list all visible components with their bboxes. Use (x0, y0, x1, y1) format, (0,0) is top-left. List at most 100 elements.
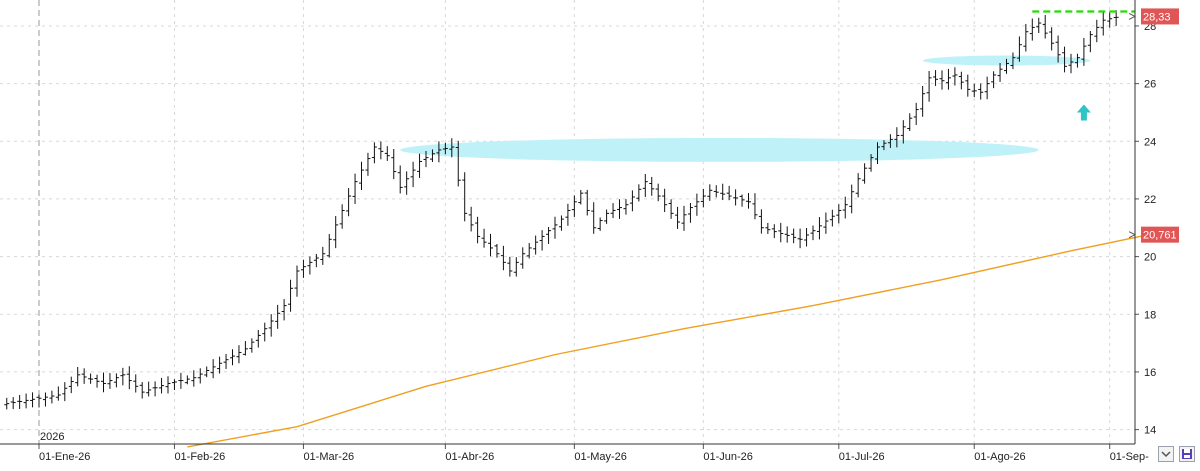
ohlc-bar (171, 379, 177, 390)
ohlc-bar (1094, 19, 1100, 43)
x-tick-label: 01-Ene-26 (39, 451, 90, 463)
ohlc-bar (384, 146, 390, 161)
ohlc-bar (623, 199, 629, 215)
ohlc-bar (494, 243, 500, 258)
ohlc-bar (410, 161, 416, 188)
ohlc-bar (707, 184, 713, 201)
ohlc-bar (1029, 18, 1035, 41)
ohlc-bar (875, 142, 880, 165)
ohlc-bar (565, 203, 571, 226)
support-resistance-zones (400, 55, 1091, 162)
ohlc-bar (320, 246, 326, 265)
ohlc-bar (804, 228, 810, 247)
ohlc-bar (352, 173, 358, 205)
ohlc-bar (539, 230, 545, 251)
ohlc-bar (597, 217, 603, 231)
year-label: 2026 (40, 431, 64, 443)
last-price-tag: 28,33 (1141, 8, 1179, 25)
up-arrow-icon (1076, 104, 1091, 121)
x-tick-label: 01-Jul-26 (839, 451, 885, 463)
annotations (1032, 10, 1136, 121)
ohlc-bar (197, 368, 203, 384)
moving-average-tag: 20,761 (1141, 226, 1179, 243)
ohlc-bar (849, 184, 855, 214)
ohlc-bar (881, 140, 887, 151)
ohlc-bar (978, 83, 984, 100)
ohlc-bar (436, 141, 442, 163)
x-tick-label: 01-Sep- (1110, 451, 1149, 463)
ohlc-bar (771, 224, 777, 239)
ohlc-bar (1010, 52, 1016, 70)
ohlc-bar (836, 204, 842, 224)
y-tick-label: 18 (1144, 309, 1156, 321)
ohlc-bar (746, 193, 751, 209)
ohlc-bar (178, 372, 184, 389)
ohlc-bar (1081, 37, 1087, 66)
ohlc-bar (333, 216, 339, 249)
ohlc-bar (449, 138, 455, 158)
ohlc-bar (791, 228, 797, 244)
ohlc-bar (429, 149, 435, 162)
last-price-tag-text: 28,33 (1143, 11, 1171, 23)
ohlc-bar (210, 359, 216, 379)
price-zone (400, 137, 1039, 162)
ohlc-bar (49, 390, 55, 404)
y-tick-label: 14 (1144, 425, 1156, 437)
ohlc-bar (842, 196, 848, 219)
ohlc-bar (488, 233, 493, 257)
ohlc-bar (300, 259, 306, 278)
ohlc-bar (1062, 46, 1068, 73)
ohlc-bar (984, 76, 990, 100)
chart-options-button[interactable] (1158, 446, 1174, 462)
ohlc-bar (294, 265, 300, 297)
ohlc-bar (1055, 35, 1061, 63)
ohlc-bar (578, 189, 584, 205)
ohlc-bar (217, 356, 223, 374)
moving-average-layer (187, 234, 1149, 448)
ohlc-bar (629, 190, 635, 212)
ohlc-bar (681, 205, 687, 231)
ohlc-bar (346, 188, 352, 217)
ohlc-bar (823, 212, 829, 234)
ohlc-bar (991, 71, 997, 89)
ohlc-bar (262, 322, 268, 342)
ohlc-bar (997, 63, 1003, 82)
y-tick-label: 20 (1144, 252, 1156, 264)
ohlc-bar (146, 381, 152, 397)
ohlc-bar (359, 161, 364, 191)
ohlc-bar (604, 209, 610, 224)
ohlc-bar (1023, 23, 1029, 52)
ohlc-bar (920, 85, 926, 117)
ohlc-bar (242, 341, 248, 356)
moving-average-line (187, 234, 1149, 448)
ohlc-bar (326, 234, 332, 258)
save-chart-button[interactable] (1179, 446, 1195, 462)
ohlc-bar (500, 245, 506, 271)
ohlc-bar (10, 397, 16, 410)
ohlc-bar (417, 153, 423, 178)
ohlc-bar (107, 373, 113, 389)
ohlc-bar (36, 394, 42, 408)
ohlc-bar (468, 206, 474, 232)
ohlc-bar (75, 366, 81, 387)
x-tick-label: 01-Ago-26 (974, 451, 1025, 463)
ohlc-bar (752, 193, 758, 220)
ohlc-bar (829, 209, 835, 227)
ohlc-bar (462, 172, 468, 222)
ohlc-bar (281, 299, 287, 321)
ohlc-bar (455, 140, 461, 187)
ohlc-bar (165, 376, 171, 394)
ohlc-bar (1049, 27, 1055, 51)
x-tick-label: 01-May-26 (574, 451, 627, 463)
ohlc-bar (249, 338, 255, 353)
ohlc-bar (784, 226, 790, 243)
ohlc-bar (952, 67, 958, 86)
ohlc-bar (926, 70, 932, 102)
ohlc-bar (1036, 17, 1042, 34)
ohlc-bar (513, 257, 519, 277)
ohlc-bar (552, 216, 558, 239)
ohlc-bar (288, 279, 294, 312)
ohlc-bar (939, 70, 945, 90)
y-tick-label: 24 (1144, 136, 1156, 148)
